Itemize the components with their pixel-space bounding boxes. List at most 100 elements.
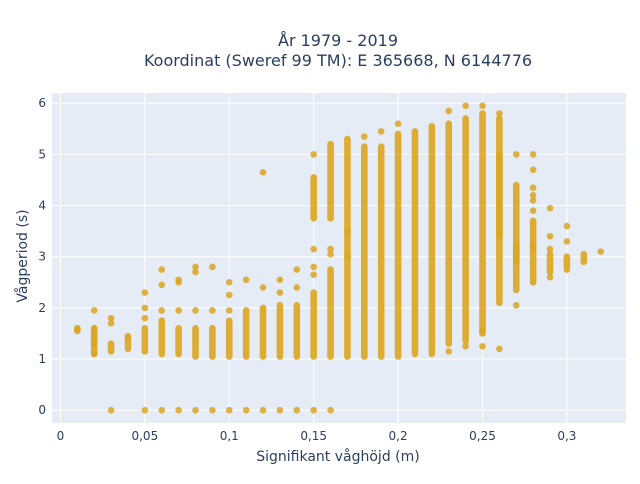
data-point: [242, 276, 250, 284]
data-point: [546, 204, 554, 212]
data-point-column: [344, 253, 351, 360]
data-point: [361, 133, 368, 140]
data-point-column: [209, 325, 216, 360]
data-point: [445, 348, 453, 355]
data-point: [141, 289, 149, 296]
data-point: [529, 197, 537, 204]
data-point-column: [175, 325, 182, 358]
data-point: [242, 406, 250, 414]
data-point: [259, 284, 267, 291]
data-point-column: [344, 135, 351, 261]
data-point: [546, 232, 554, 240]
data-point: [529, 192, 537, 199]
data-point: [327, 406, 334, 414]
data-point-column: [141, 325, 149, 355]
data-point-column: [276, 302, 284, 360]
data-point-column: [512, 181, 520, 266]
data-point: [90, 340, 98, 347]
data-point: [192, 406, 199, 414]
data-point-column: [462, 115, 469, 345]
y-tick-label: 1: [38, 352, 46, 366]
data-point: [90, 325, 98, 332]
data-point-column: [445, 120, 453, 347]
data-point: [158, 266, 166, 273]
data-point-column: [158, 317, 166, 358]
data-point: [479, 342, 486, 350]
data-point-column: [327, 266, 334, 360]
data-point-column: [377, 143, 385, 360]
data-point: [209, 406, 216, 414]
x-axis-title: Signifikant våghöjd (m): [256, 448, 419, 465]
data-point: [141, 314, 149, 322]
data-point: [293, 284, 301, 291]
data-point: [276, 406, 284, 414]
data-point: [259, 169, 267, 176]
data-point: [394, 120, 402, 127]
y-tick-label: 2: [38, 301, 46, 315]
data-point: [175, 307, 182, 314]
data-point: [225, 279, 233, 286]
data-point: [209, 263, 216, 271]
y-tick-label: 5: [38, 147, 46, 161]
chart-title-line-1: År 1979 - 2019: [278, 31, 398, 50]
data-point: [310, 406, 317, 414]
data-point: [259, 406, 267, 414]
y-tick-label: 0: [38, 403, 46, 417]
data-point-column: [529, 217, 537, 250]
x-tick-label: 0,2: [389, 429, 408, 443]
data-point: [158, 281, 166, 289]
data-point-column: [428, 122, 436, 358]
data-point: [276, 289, 284, 296]
data-point-column: [529, 243, 537, 286]
data-point: [445, 107, 453, 115]
data-point-column: [107, 340, 115, 355]
data-point: [496, 110, 503, 117]
data-point-column: [293, 302, 301, 360]
data-point: [462, 102, 469, 110]
x-tick-label: 0,3: [557, 429, 576, 443]
data-point: [529, 151, 537, 158]
data-point: [107, 319, 115, 327]
data-point: [293, 406, 301, 414]
data-point: [175, 406, 182, 414]
data-point-column: [496, 151, 503, 240]
data-point: [529, 166, 537, 174]
data-point-column: [124, 335, 132, 353]
data-point-column: [242, 307, 250, 360]
plot-background: [52, 93, 626, 423]
data-point: [327, 250, 334, 258]
y-tick-label: 3: [38, 250, 46, 264]
data-point: [479, 327, 486, 335]
data-point: [90, 350, 98, 358]
x-tick-label: 0: [57, 429, 65, 443]
data-point: [209, 307, 216, 314]
data-point: [563, 238, 571, 245]
data-point: [310, 245, 317, 253]
y-axis-title: Vågperiod (s): [14, 209, 31, 302]
data-point: [496, 345, 503, 353]
x-tick-label: 0,25: [469, 429, 496, 443]
data-point: [276, 276, 284, 284]
data-point-column: [546, 250, 554, 276]
x-axis-ticks: 0 0,05 0,1 0,15 0,2 0,25 0,3: [57, 429, 577, 443]
data-point: [158, 307, 166, 314]
y-axis-ticks: 0 1 2 3 4 5 6: [38, 96, 46, 417]
data-point: [546, 273, 554, 281]
data-point: [175, 279, 182, 286]
data-point: [310, 263, 317, 271]
data-point: [225, 307, 233, 314]
data-point: [563, 222, 571, 230]
data-point-column: [563, 253, 571, 273]
x-tick-label: 0,05: [131, 429, 158, 443]
data-point: [192, 268, 199, 276]
data-point: [512, 151, 520, 158]
data-point-column: [259, 304, 267, 360]
data-point: [512, 302, 520, 309]
data-points: [74, 102, 604, 414]
data-point: [74, 325, 81, 332]
data-point-column: [580, 250, 588, 266]
chart-title-line-2: Koordinat (Sweref 99 TM): E 365668, N 61…: [144, 51, 532, 70]
data-point-column: [327, 140, 334, 222]
